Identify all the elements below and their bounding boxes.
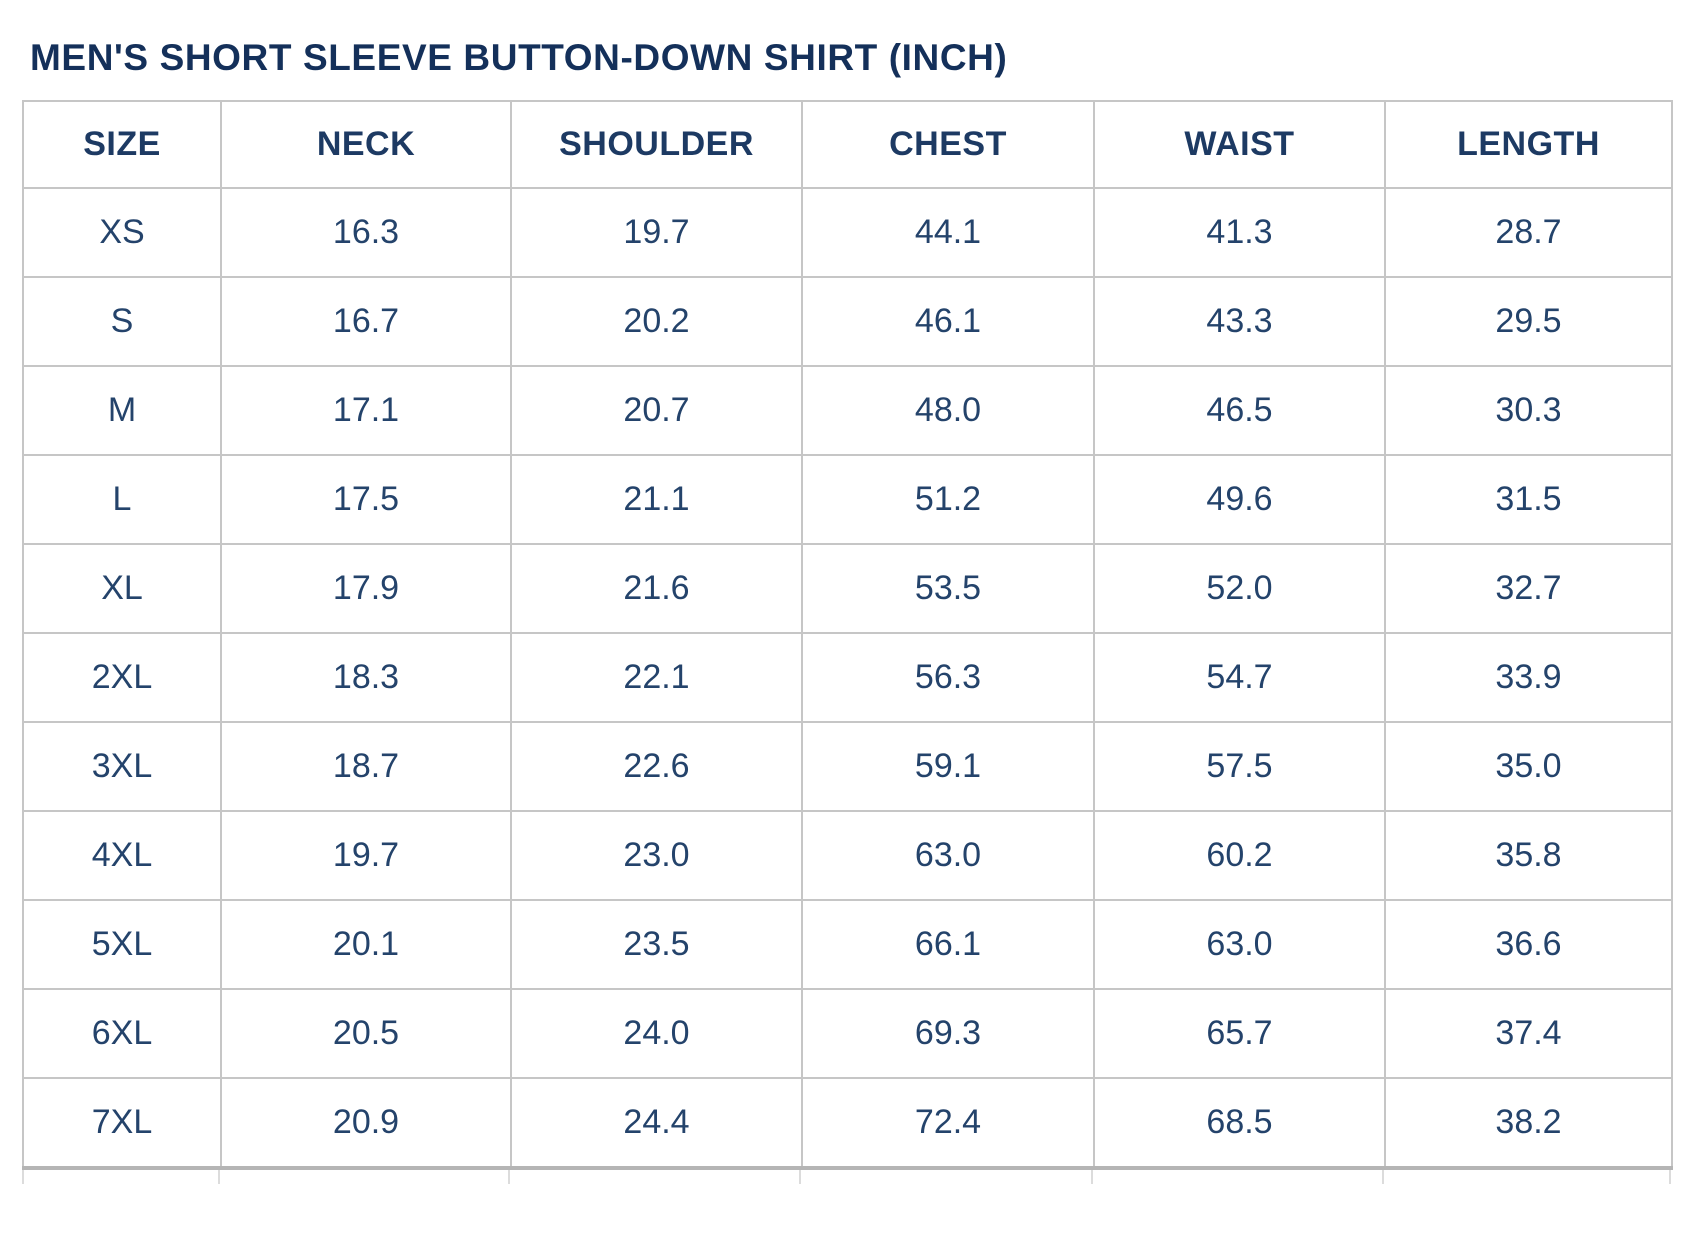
size-cell: 7XL (22, 1077, 222, 1170)
measurement-cell: 37.4 (1384, 988, 1673, 1079)
table-row: S 16.7 20.2 46.1 43.3 29.5 (22, 276, 1673, 367)
measurement-cell: 32.7 (1384, 543, 1673, 634)
table-row: 7XL 20.9 24.4 72.4 68.5 38.2 (22, 1077, 1673, 1170)
size-cell: 4XL (22, 810, 222, 901)
measurement-cell: 65.7 (1093, 988, 1386, 1079)
measurement-cell: 29.5 (1384, 276, 1673, 367)
cutoff-cell (22, 1170, 220, 1184)
measurement-cell: 23.0 (510, 810, 803, 901)
size-cell: XL (22, 543, 222, 634)
table-row: 3XL 18.7 22.6 59.1 57.5 35.0 (22, 721, 1673, 812)
measurement-cell: 49.6 (1093, 454, 1386, 545)
measurement-cell: 52.0 (1093, 543, 1386, 634)
size-cell: 3XL (22, 721, 222, 812)
measurement-cell: 17.1 (220, 365, 512, 456)
measurement-cell: 31.5 (1384, 454, 1673, 545)
measurement-cell: 46.5 (1093, 365, 1386, 456)
measurement-cell: 35.8 (1384, 810, 1673, 901)
measurement-cell: 57.5 (1093, 721, 1386, 812)
measurement-cell: 51.2 (801, 454, 1095, 545)
table-row: M 17.1 20.7 48.0 46.5 30.3 (22, 365, 1673, 456)
table-row: 6XL 20.5 24.0 69.3 65.7 37.4 (22, 988, 1673, 1079)
measurement-cell: 41.3 (1093, 187, 1386, 278)
measurement-cell: 19.7 (220, 810, 512, 901)
measurement-cell: 19.7 (510, 187, 803, 278)
size-cell: M (22, 365, 222, 456)
measurement-cell: 36.6 (1384, 899, 1673, 990)
measurement-cell: 35.0 (1384, 721, 1673, 812)
measurement-cell: 33.9 (1384, 632, 1673, 723)
measurement-cell: 48.0 (801, 365, 1095, 456)
measurement-cell: 44.1 (801, 187, 1095, 278)
measurement-cell: 60.2 (1093, 810, 1386, 901)
header-row: SIZE NECK SHOULDER CHEST WAIST LENGTH (22, 100, 1673, 189)
size-table-body: XS 16.3 19.7 44.1 41.3 28.7 S 16.7 20.2 46.1 43.3 2… (22, 187, 1673, 1170)
column-header-size: SIZE (22, 100, 222, 189)
table-row: 2XL 18.3 22.1 56.3 54.7 33.9 (22, 632, 1673, 723)
measurement-cell: 20.9 (220, 1077, 512, 1170)
measurement-cell: 20.1 (220, 899, 512, 990)
cutoff-cell (1093, 1170, 1384, 1184)
cutoff-next-row (22, 1170, 1697, 1184)
measurement-cell: 20.7 (510, 365, 803, 456)
size-cell: XS (22, 187, 222, 278)
column-header-shoulder: SHOULDER (510, 100, 803, 189)
measurement-cell: 43.3 (1093, 276, 1386, 367)
measurement-cell: 72.4 (801, 1077, 1095, 1170)
measurement-cell: 21.6 (510, 543, 803, 634)
table-row: XS 16.3 19.7 44.1 41.3 28.7 (22, 187, 1673, 278)
column-header-waist: WAIST (1093, 100, 1386, 189)
measurement-cell: 18.7 (220, 721, 512, 812)
measurement-cell: 22.6 (510, 721, 803, 812)
measurement-cell: 66.1 (801, 899, 1095, 990)
measurement-cell: 68.5 (1093, 1077, 1386, 1170)
column-header-neck: NECK (220, 100, 512, 189)
measurement-cell: 59.1 (801, 721, 1095, 812)
size-cell: L (22, 454, 222, 545)
measurement-cell: 21.1 (510, 454, 803, 545)
measurement-cell: 23.5 (510, 899, 803, 990)
measurement-cell: 17.9 (220, 543, 512, 634)
measurement-cell: 16.7 (220, 276, 512, 367)
size-cell: 6XL (22, 988, 222, 1079)
table-row: XL 17.9 21.6 53.5 52.0 32.7 (22, 543, 1673, 634)
measurement-cell: 20.2 (510, 276, 803, 367)
measurement-cell: 28.7 (1384, 187, 1673, 278)
measurement-cell: 20.5 (220, 988, 512, 1079)
measurement-cell: 17.5 (220, 454, 512, 545)
measurement-cell: 22.1 (510, 632, 803, 723)
size-cell: 2XL (22, 632, 222, 723)
column-header-length: LENGTH (1384, 100, 1673, 189)
size-cell: 5XL (22, 899, 222, 990)
size-chart-table: SIZE NECK SHOULDER CHEST WAIST LENGTH XS… (22, 100, 1673, 1170)
measurement-cell: 54.7 (1093, 632, 1386, 723)
table-row: 4XL 19.7 23.0 63.0 60.2 35.8 (22, 810, 1673, 901)
measurement-cell: 56.3 (801, 632, 1095, 723)
measurement-cell: 18.3 (220, 632, 512, 723)
measurement-cell: 46.1 (801, 276, 1095, 367)
page-title: MEN'S SHORT SLEEVE BUTTON-DOWN SHIRT (IN… (30, 37, 1008, 78)
measurement-cell: 24.4 (510, 1077, 803, 1170)
table-row: L 17.5 21.1 51.2 49.6 31.5 (22, 454, 1673, 545)
cutoff-cell (801, 1170, 1093, 1184)
measurement-cell: 30.3 (1384, 365, 1673, 456)
measurement-cell: 63.0 (1093, 899, 1386, 990)
measurement-cell: 24.0 (510, 988, 803, 1079)
measurement-cell: 16.3 (220, 187, 512, 278)
measurement-cell: 38.2 (1384, 1077, 1673, 1170)
cutoff-cell (510, 1170, 801, 1184)
table-row: 5XL 20.1 23.5 66.1 63.0 36.6 (22, 899, 1673, 990)
measurement-cell: 69.3 (801, 988, 1095, 1079)
size-cell: S (22, 276, 222, 367)
cutoff-cell (220, 1170, 510, 1184)
cutoff-cell (1384, 1170, 1671, 1184)
measurement-cell: 63.0 (801, 810, 1095, 901)
measurement-cell: 53.5 (801, 543, 1095, 634)
column-header-chest: CHEST (801, 100, 1095, 189)
